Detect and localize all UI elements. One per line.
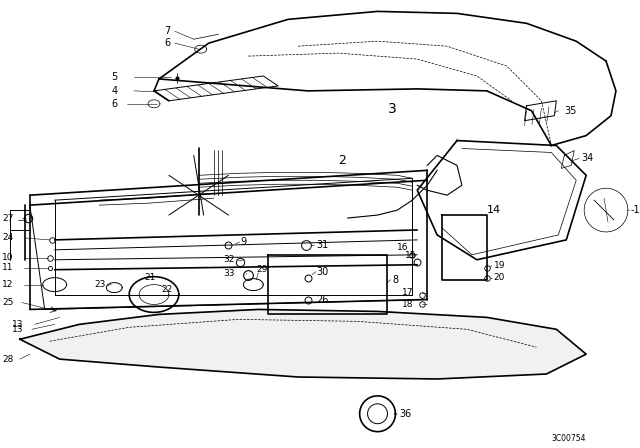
Text: 27: 27 — [2, 214, 13, 223]
Text: 35: 35 — [564, 106, 577, 116]
Text: 2: 2 — [338, 154, 346, 167]
Text: 21: 21 — [144, 273, 156, 282]
Text: 31: 31 — [316, 240, 328, 250]
Text: 32: 32 — [223, 255, 235, 264]
Text: 9: 9 — [241, 237, 246, 247]
Text: 29: 29 — [256, 265, 268, 274]
Text: 34: 34 — [581, 153, 593, 164]
Text: 10: 10 — [2, 253, 13, 262]
Text: 7: 7 — [164, 26, 170, 36]
Text: 25: 25 — [2, 298, 13, 307]
Text: 20: 20 — [493, 273, 505, 282]
Text: 18: 18 — [403, 300, 414, 309]
Text: 15: 15 — [405, 251, 417, 260]
Text: 4: 4 — [111, 86, 117, 96]
Text: 14: 14 — [487, 205, 501, 215]
Text: 36: 36 — [399, 409, 412, 419]
Text: -1: -1 — [631, 205, 640, 215]
Text: 13: 13 — [12, 320, 24, 329]
Text: 17: 17 — [403, 288, 414, 297]
Text: 6: 6 — [111, 99, 117, 109]
Text: 6: 6 — [164, 38, 170, 48]
Text: 11: 11 — [2, 263, 13, 272]
Text: 28: 28 — [2, 355, 13, 364]
Text: 5: 5 — [111, 72, 118, 82]
Text: 23: 23 — [94, 280, 106, 289]
Text: 16: 16 — [397, 243, 409, 252]
Text: 24: 24 — [2, 233, 13, 242]
Text: 26: 26 — [316, 294, 328, 305]
Text: 33: 33 — [223, 269, 235, 278]
Text: 3C00754: 3C00754 — [552, 434, 586, 443]
Text: 8: 8 — [392, 275, 399, 284]
Text: 19: 19 — [493, 261, 505, 270]
Text: 22: 22 — [161, 285, 172, 294]
Text: 13: 13 — [12, 325, 24, 334]
Text: 3: 3 — [387, 102, 396, 116]
Text: 12: 12 — [2, 280, 13, 289]
Text: 30: 30 — [316, 267, 328, 277]
Polygon shape — [20, 310, 586, 379]
